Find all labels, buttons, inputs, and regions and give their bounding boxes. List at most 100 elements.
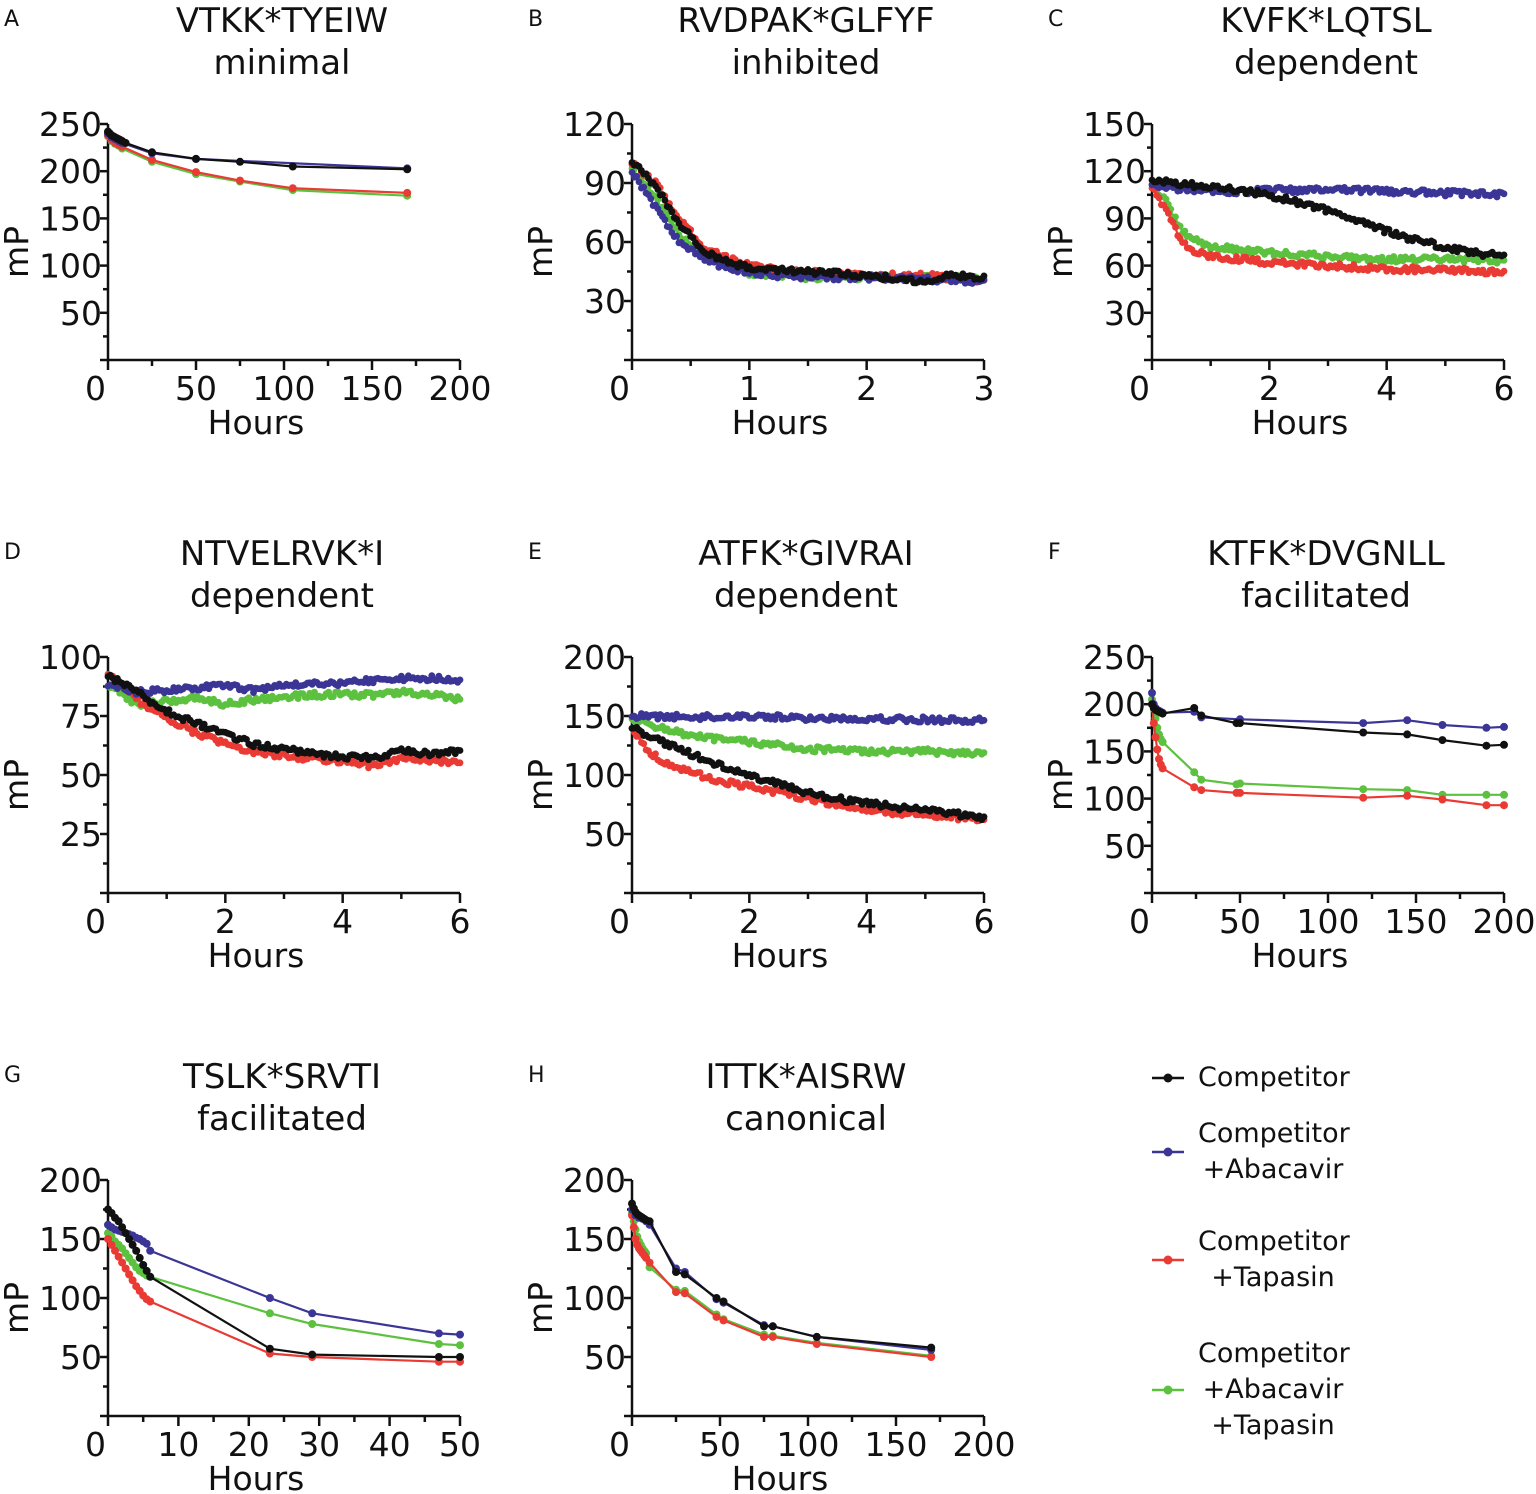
y-tick-label: 150: [563, 1220, 626, 1259]
data-point: [104, 1235, 112, 1243]
data-point: [635, 178, 643, 186]
y-axis-label: mP: [1041, 226, 1080, 278]
x-tick-label: 0: [85, 902, 106, 941]
data-point: [294, 695, 302, 702]
data-point: [1359, 719, 1368, 728]
y-tick-label: 200: [39, 152, 102, 191]
y-tick-label: 120: [563, 105, 626, 144]
data-point: [456, 676, 464, 684]
y-tick-label: 60: [1104, 247, 1146, 286]
data-point: [1359, 728, 1368, 737]
data-point: [403, 165, 412, 174]
data-point: [980, 749, 988, 757]
data-point: [456, 1330, 464, 1339]
x-tick-label: 6: [450, 902, 471, 941]
legend-marker: [1152, 1255, 1184, 1265]
y-tick-label: 50: [60, 756, 102, 795]
x-tick-label: 2: [739, 902, 760, 941]
data-point: [1403, 791, 1412, 800]
data-point: [265, 1344, 274, 1353]
y-tick-label: 150: [39, 199, 102, 238]
legend-marker: [1152, 1147, 1184, 1157]
data-point: [668, 208, 676, 216]
data-point: [1158, 764, 1167, 773]
panel-title: KTFK*DVGNLL: [1207, 534, 1445, 574]
data-point: [661, 216, 669, 224]
legend-label: Competitor: [1198, 1060, 1350, 1096]
x-tick-label: 200: [1473, 902, 1536, 941]
data-point: [403, 188, 412, 197]
y-tick-label: 250: [39, 105, 102, 144]
y-tick-label: 90: [584, 164, 626, 203]
series-competitor: [628, 159, 988, 287]
panel-title: NTVELRVK*I: [180, 534, 384, 574]
data-point: [1158, 738, 1167, 746]
data-point: [456, 1353, 464, 1361]
data-point: [1403, 786, 1412, 795]
series-competitor_abacavir: [628, 710, 988, 727]
y-tick-label: 150: [1083, 105, 1146, 144]
data-point: [1359, 785, 1368, 794]
data-point: [1190, 783, 1199, 792]
data-point: [1181, 239, 1189, 247]
data-point: [135, 1253, 144, 1262]
data-point: [652, 750, 659, 758]
data-point: [107, 1240, 116, 1249]
panel-subtitle: dependent: [714, 576, 898, 616]
y-tick-label: 50: [584, 815, 626, 854]
data-point: [1172, 223, 1179, 231]
x-tick-label: 0: [609, 902, 630, 941]
series-line: [630, 1212, 932, 1357]
data-point: [1162, 195, 1170, 203]
legend-label-line: Competitor: [1198, 1226, 1350, 1257]
data-point: [132, 1246, 141, 1255]
legend-label-line: Competitor: [1198, 1338, 1350, 1369]
y-tick-label: 100: [1083, 780, 1146, 819]
data-point: [768, 1332, 777, 1341]
x-axis-label: Hours: [732, 1459, 829, 1494]
x-tick-label: 1: [739, 369, 760, 408]
data-point: [1254, 255, 1261, 262]
data-point: [128, 1276, 137, 1285]
data-point: [308, 1320, 317, 1328]
data-point: [236, 176, 244, 185]
y-tick-label: 250: [1083, 638, 1146, 677]
data-point: [719, 1297, 728, 1306]
x-tick-label: 50: [1219, 902, 1261, 941]
series-competitor_abacavir_tapasin: [1148, 695, 1508, 799]
data-point: [236, 157, 244, 166]
data-point: [1482, 741, 1491, 750]
data-point: [1500, 267, 1508, 275]
x-tick-label: 4: [332, 902, 353, 941]
data-point: [811, 748, 819, 756]
legend-item-competitor: Competitor: [1148, 1060, 1528, 1096]
data-point: [1500, 790, 1508, 799]
y-tick-label: 30: [584, 282, 626, 321]
panel-letter: B: [528, 7, 543, 32]
x-tick-label: 20: [228, 1425, 270, 1464]
y-axis-label: mP: [521, 759, 560, 811]
data-point: [1500, 251, 1508, 259]
panel-title: TSLK*SRVTI: [182, 1057, 381, 1097]
data-point: [760, 1332, 768, 1341]
y-tick-label: 50: [584, 1338, 626, 1377]
data-point: [812, 1340, 821, 1348]
data-point: [376, 762, 384, 769]
data-point: [1482, 801, 1491, 810]
data-point: [980, 716, 988, 724]
x-tick-label: 50: [175, 369, 217, 408]
x-tick-label: 100: [253, 369, 316, 408]
data-point: [308, 1309, 317, 1318]
data-point: [680, 1270, 689, 1279]
series-competitor_abacavir_tapasin: [104, 682, 464, 710]
panel-subtitle: canonical: [725, 1099, 887, 1139]
x-tick-label: 2: [1259, 369, 1280, 408]
x-tick-label: 100: [777, 1425, 840, 1464]
data-point: [666, 223, 673, 231]
panel-letter: H: [528, 1063, 545, 1088]
data-point: [434, 1353, 443, 1361]
data-point: [672, 1268, 680, 1276]
x-tick-label: 6: [974, 902, 995, 941]
